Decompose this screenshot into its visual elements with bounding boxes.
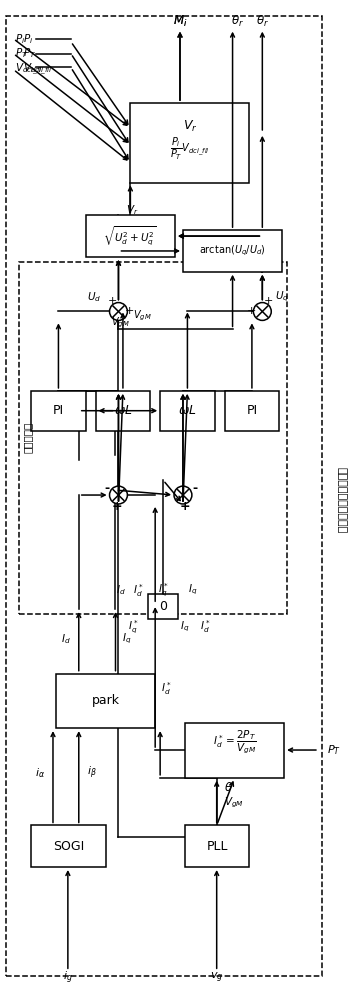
Bar <box>31 825 105 867</box>
Text: $\arctan(U_q/U_d)$: $\arctan(U_q/U_d)$ <box>199 244 266 258</box>
Text: +: + <box>247 306 256 316</box>
Text: $I_q^*$: $I_q^*$ <box>158 582 168 599</box>
Bar <box>148 594 178 619</box>
Text: $M_i$: $M_i$ <box>173 14 187 29</box>
Text: $V_{dci\_fil}$: $V_{dci\_fil}$ <box>23 62 53 77</box>
Text: $\theta$: $\theta$ <box>224 781 233 794</box>
Bar <box>86 215 175 257</box>
Text: 0: 0 <box>159 600 167 613</box>
Text: $P_i$: $P_i$ <box>23 32 33 46</box>
Text: $v_g$: $v_g$ <box>210 971 223 985</box>
Text: $\sqrt{U_d^2+U_q^2}$: $\sqrt{U_d^2+U_q^2}$ <box>103 224 157 248</box>
Text: $I_q$: $I_q$ <box>122 632 132 646</box>
Text: $\dfrac{P_i}{P_T}V_{dci\_fil}$: $\dfrac{P_i}{P_T}V_{dci\_fil}$ <box>170 136 210 162</box>
Text: $\theta_r$: $\theta_r$ <box>256 14 269 29</box>
Text: $P_T$: $P_T$ <box>15 47 28 60</box>
Text: 总控制器（第一部分）: 总控制器（第一部分） <box>337 467 347 533</box>
Text: $V_{gM}$: $V_{gM}$ <box>111 315 130 330</box>
Text: $I_q$: $I_q$ <box>188 583 198 597</box>
Text: PLL: PLL <box>207 840 228 853</box>
Bar <box>185 723 284 778</box>
Circle shape <box>110 486 127 504</box>
Text: $I_q$: $I_q$ <box>180 620 189 634</box>
Bar <box>95 391 150 431</box>
Text: SOGI: SOGI <box>53 840 84 853</box>
Bar <box>19 262 287 614</box>
Text: $V_{dci\_fil}$: $V_{dci\_fil}$ <box>15 62 45 77</box>
Text: park: park <box>92 694 120 707</box>
Text: +: + <box>125 306 134 316</box>
Text: $I_d^*$: $I_d^*$ <box>201 619 211 635</box>
Text: +: + <box>108 296 117 306</box>
Bar <box>225 391 279 431</box>
Circle shape <box>174 486 192 504</box>
Text: -: - <box>104 482 109 495</box>
Text: $i_\beta$: $i_\beta$ <box>87 765 97 781</box>
Text: $I_d^*=\dfrac{2P_T}{V_{gM}}$: $I_d^*=\dfrac{2P_T}{V_{gM}}$ <box>213 729 256 756</box>
Bar <box>160 391 215 431</box>
Text: $V_r$: $V_r$ <box>126 203 138 217</box>
Circle shape <box>253 303 271 320</box>
Text: $V_r$: $V_r$ <box>182 119 197 134</box>
Text: +: + <box>180 500 190 513</box>
Text: $I_d$: $I_d$ <box>61 632 71 646</box>
Text: $I_d$: $I_d$ <box>116 583 125 597</box>
Text: $\theta_r$: $\theta_r$ <box>231 14 244 29</box>
Text: $I_q^*$: $I_q^*$ <box>128 618 138 636</box>
Text: $P_T$: $P_T$ <box>327 743 341 757</box>
Text: $U_d$: $U_d$ <box>87 290 101 304</box>
Text: $I_d^*$: $I_d^*$ <box>161 680 172 697</box>
Bar <box>183 230 282 272</box>
Text: $V_{gM}$: $V_{gM}$ <box>133 308 152 323</box>
Text: -: - <box>192 482 197 495</box>
Text: PI: PI <box>53 404 64 417</box>
Text: $I_d^*$: $I_d^*$ <box>133 582 144 599</box>
Text: +: + <box>264 296 273 306</box>
Text: $U_q$: $U_q$ <box>275 289 289 304</box>
Circle shape <box>110 303 127 320</box>
Bar <box>130 103 250 183</box>
Text: $P_T$: $P_T$ <box>23 47 36 60</box>
Text: $V_{gM}$: $V_{gM}$ <box>224 795 244 810</box>
Bar <box>56 674 155 728</box>
Text: PI: PI <box>246 404 257 417</box>
Text: $M_i$: $M_i$ <box>173 14 187 29</box>
Text: 电流环控制: 电流环控制 <box>22 422 32 453</box>
Bar <box>6 16 322 976</box>
Text: $\omega L$: $\omega L$ <box>178 404 197 417</box>
Bar <box>31 391 86 431</box>
Text: $i_g$: $i_g$ <box>63 970 73 986</box>
Text: $P_i$: $P_i$ <box>15 32 26 46</box>
Text: +: + <box>111 500 122 513</box>
Text: $i_\alpha$: $i_\alpha$ <box>35 766 45 780</box>
Bar <box>185 825 250 867</box>
Text: $\omega L$: $\omega L$ <box>114 404 132 417</box>
